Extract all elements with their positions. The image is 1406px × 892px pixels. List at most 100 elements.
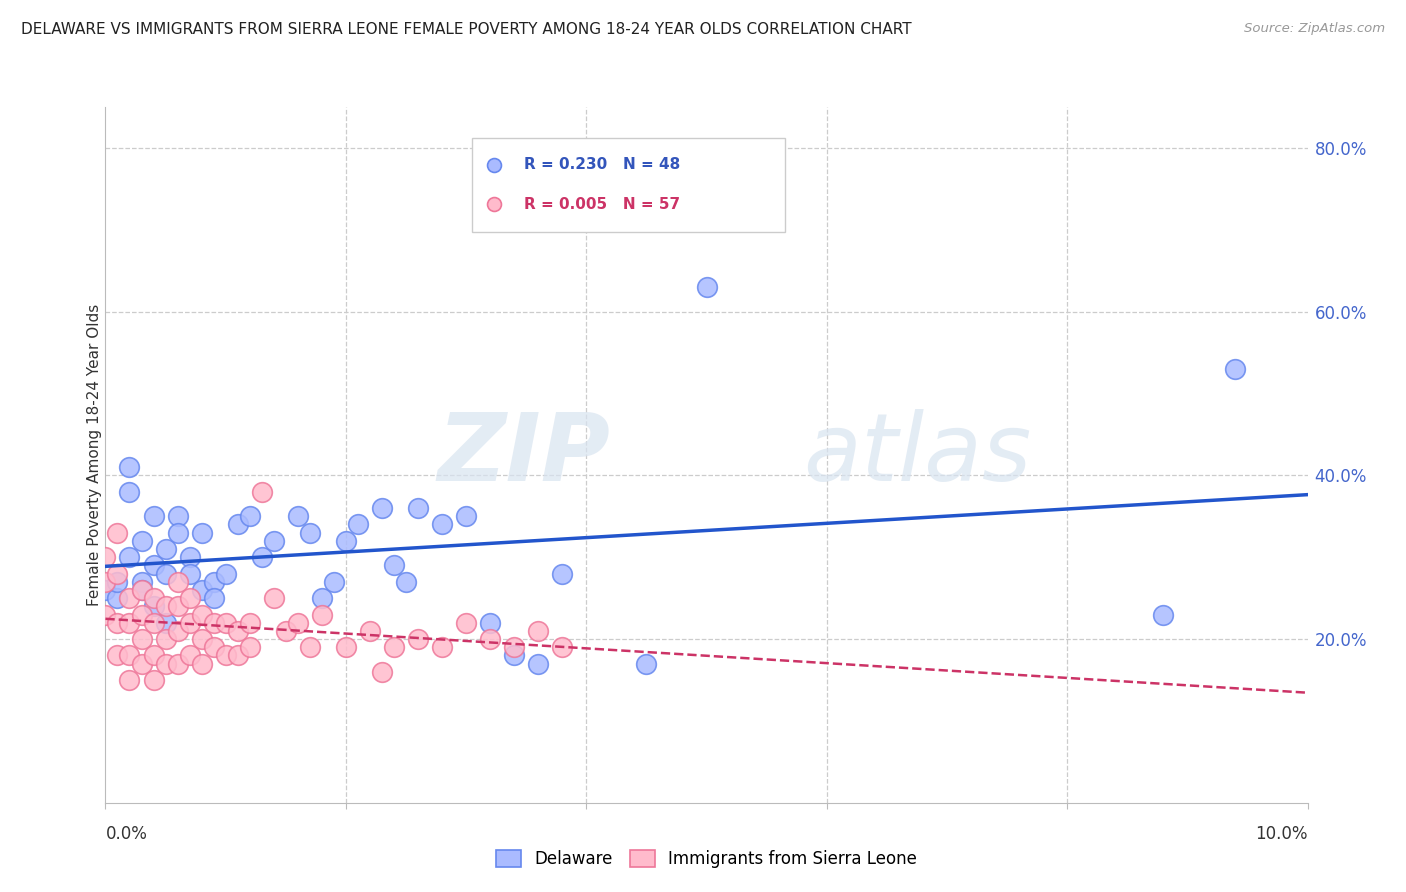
Point — [179, 648, 201, 663]
Point — [395, 574, 418, 589]
Point — [190, 657, 212, 671]
Text: 10.0%: 10.0% — [1256, 825, 1308, 843]
Point — [479, 632, 502, 646]
Point — [166, 624, 188, 638]
Point — [179, 550, 201, 565]
Point — [107, 591, 129, 606]
Point — [1152, 607, 1174, 622]
Point — [214, 648, 236, 663]
Text: ZIP: ZIP — [437, 409, 610, 501]
Point — [382, 558, 405, 573]
Point — [503, 648, 526, 663]
Point — [287, 615, 309, 630]
Point — [118, 550, 141, 565]
Point — [94, 607, 117, 622]
Point — [118, 648, 141, 663]
Text: R = 0.005   N = 57: R = 0.005 N = 57 — [524, 197, 681, 212]
Point — [190, 525, 212, 540]
Point — [155, 566, 177, 581]
Point — [107, 525, 129, 540]
Point — [107, 615, 129, 630]
Point — [250, 550, 273, 565]
Point — [131, 574, 153, 589]
Point — [94, 574, 117, 589]
Point — [166, 525, 188, 540]
Point — [274, 624, 297, 638]
Y-axis label: Female Poverty Among 18-24 Year Olds: Female Poverty Among 18-24 Year Olds — [87, 304, 101, 606]
Point — [454, 509, 477, 524]
Point — [131, 582, 153, 597]
Point — [430, 640, 453, 655]
Point — [298, 525, 321, 540]
Point — [190, 632, 212, 646]
Point — [503, 640, 526, 655]
Point — [551, 566, 574, 581]
Point — [142, 615, 165, 630]
Point — [202, 640, 225, 655]
Point — [226, 517, 249, 532]
Point — [636, 657, 658, 671]
Point — [202, 591, 225, 606]
Point — [107, 648, 129, 663]
Point — [311, 591, 333, 606]
Point — [311, 607, 333, 622]
Point — [371, 665, 394, 679]
Point — [179, 615, 201, 630]
Point — [155, 632, 177, 646]
Point — [287, 509, 309, 524]
Point — [226, 648, 249, 663]
Text: atlas: atlas — [803, 409, 1031, 500]
Point — [214, 566, 236, 581]
Point — [155, 615, 177, 630]
Point — [226, 624, 249, 638]
Point — [406, 632, 429, 646]
Text: DELAWARE VS IMMIGRANTS FROM SIERRA LEONE FEMALE POVERTY AMONG 18-24 YEAR OLDS CO: DELAWARE VS IMMIGRANTS FROM SIERRA LEONE… — [21, 22, 911, 37]
Point — [166, 599, 188, 614]
Point — [371, 501, 394, 516]
Point — [335, 640, 357, 655]
Point — [131, 582, 153, 597]
Point — [142, 599, 165, 614]
Point — [696, 280, 718, 294]
Point — [202, 615, 225, 630]
Point — [190, 607, 212, 622]
Point — [454, 615, 477, 630]
Point — [118, 591, 141, 606]
Point — [166, 657, 188, 671]
Point — [239, 509, 262, 524]
Text: R = 0.230   N = 48: R = 0.230 N = 48 — [524, 157, 681, 172]
Text: Source: ZipAtlas.com: Source: ZipAtlas.com — [1244, 22, 1385, 36]
Point — [179, 591, 201, 606]
Point — [142, 591, 165, 606]
Point — [335, 533, 357, 548]
Point — [131, 607, 153, 622]
Point — [406, 501, 429, 516]
Point — [527, 624, 550, 638]
FancyBboxPatch shape — [472, 138, 785, 232]
Legend: Delaware, Immigrants from Sierra Leone: Delaware, Immigrants from Sierra Leone — [489, 843, 924, 874]
Point — [250, 484, 273, 499]
Point — [214, 615, 236, 630]
Point — [142, 509, 165, 524]
Point — [527, 657, 550, 671]
Point — [107, 566, 129, 581]
Point — [131, 657, 153, 671]
Point — [155, 542, 177, 557]
Point — [239, 615, 262, 630]
Point — [551, 640, 574, 655]
Point — [131, 533, 153, 548]
Point — [382, 640, 405, 655]
Point — [430, 517, 453, 532]
Point — [94, 550, 117, 565]
Point — [263, 533, 285, 548]
Point — [347, 517, 370, 532]
Point — [118, 484, 141, 499]
Text: 0.0%: 0.0% — [105, 825, 148, 843]
Point — [118, 460, 141, 475]
Point — [166, 574, 188, 589]
Point — [118, 673, 141, 687]
Point — [263, 591, 285, 606]
Point — [359, 624, 381, 638]
Point — [239, 640, 262, 655]
Point — [190, 582, 212, 597]
